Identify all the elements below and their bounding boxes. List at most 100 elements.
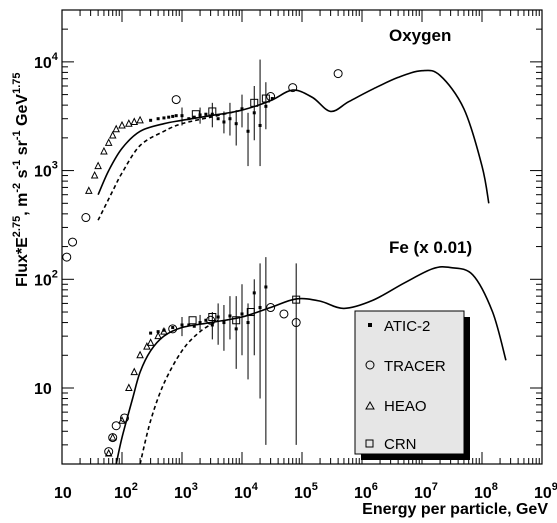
point-crn — [232, 316, 241, 325]
point-atic-2 — [204, 112, 208, 116]
point-atic-2 — [162, 328, 166, 332]
point-crn — [246, 308, 255, 317]
point-heao — [136, 350, 144, 359]
point-heao — [104, 138, 113, 146]
point-atic-2 — [252, 291, 256, 295]
point-atic-2 — [234, 327, 238, 331]
point-atic-2 — [171, 326, 175, 330]
point-atic-2 — [240, 107, 244, 111]
legend-label-crn: CRN — [384, 436, 417, 453]
point-atic-2 — [174, 114, 178, 118]
point-heao — [130, 117, 139, 125]
point-heao — [146, 338, 155, 346]
point-crn — [208, 312, 217, 321]
point-atic-2 — [258, 306, 262, 310]
x-tick-label: 107 — [414, 481, 438, 502]
point-tracer — [62, 252, 72, 262]
point-crn — [292, 295, 301, 304]
point-tracer — [266, 92, 276, 102]
x-tick-label: 104 — [234, 481, 259, 502]
point-heao — [94, 161, 102, 170]
point-atic-2 — [264, 285, 268, 289]
y-tick-label: 10 — [34, 381, 52, 398]
y-axis-title: Flux*E2.75, m-2 s-1 sr-1 GeV1.75 — [11, 73, 31, 288]
point-atic-2 — [246, 129, 250, 133]
legend-label-heao: HEAO — [384, 398, 427, 415]
point-crn — [191, 110, 200, 119]
x-axis-title: Energy per particle, GeV — [362, 501, 548, 518]
annotation-oxygen: Oxygen — [389, 26, 451, 45]
x-tick-label: 108 — [474, 481, 498, 502]
y-tick-label: 104 — [34, 51, 59, 72]
point-tracer — [168, 324, 178, 334]
curve-oxygen-solid — [97, 69, 490, 204]
x-tick-label: 105 — [294, 481, 318, 502]
legend-label-tracer: TRACER — [384, 358, 446, 375]
point-atic-2 — [228, 314, 232, 318]
curve-fe-dashed — [139, 319, 219, 465]
point-heao — [118, 416, 126, 424]
y-tick-label: 103 — [34, 160, 58, 181]
x-tick-label: 109 — [534, 481, 557, 502]
point-tracer — [288, 83, 298, 93]
point-atic-2 — [180, 323, 184, 327]
point-crn — [261, 94, 270, 103]
point-atic-2 — [192, 115, 196, 119]
point-atic-2 — [192, 324, 196, 328]
point-atic-2 — [222, 120, 226, 124]
point-atic-2 — [180, 114, 184, 118]
point-heao — [90, 170, 99, 179]
legend-marker-tracer — [365, 360, 375, 370]
point-heao — [108, 130, 117, 139]
point-tracer — [68, 237, 78, 247]
point-atic-2 — [228, 117, 232, 121]
point-atic-2 — [171, 114, 175, 118]
point-atic-2 — [222, 321, 226, 325]
point-heao — [112, 124, 120, 133]
point-atic-2 — [210, 323, 214, 327]
point-atic-2 — [252, 111, 256, 115]
point-tracer — [111, 421, 121, 431]
x-tick-label: 102 — [114, 481, 138, 502]
point-atic-2 — [187, 323, 191, 327]
x-tick-label: 10 — [54, 485, 72, 502]
point-atic-2 — [167, 115, 171, 119]
point-tracer — [333, 69, 343, 79]
x-tick-label: 106 — [354, 481, 378, 502]
axis-ticks: 10 102 103 104 105 106 107 108 109 10 102 103 104 — [34, 9, 557, 502]
legend-marker-heao — [365, 400, 375, 410]
point-atic-2 — [264, 104, 268, 108]
point-atic-2 — [216, 315, 220, 319]
legend: ATIC-2 TRACER HEAO CRN — [354, 310, 470, 460]
point-tracer — [171, 95, 181, 105]
legend-marker-crn — [365, 439, 374, 448]
point-heao — [125, 383, 133, 392]
point-tracer — [81, 213, 91, 223]
data-markers — [62, 69, 343, 457]
point-atic-2 — [149, 118, 153, 122]
point-heao — [160, 327, 168, 335]
point-tracer — [279, 309, 289, 319]
point-heao — [154, 331, 162, 340]
point-crn — [250, 98, 259, 107]
curve-fe-solid — [115, 266, 507, 465]
point-atic-2 — [162, 116, 166, 120]
point-atic-2 — [198, 113, 202, 117]
point-atic-2 — [270, 97, 274, 101]
x-tick-label: 103 — [174, 481, 198, 502]
point-crn — [188, 316, 197, 325]
point-crn — [208, 107, 217, 116]
point-atic-2 — [149, 331, 153, 335]
legend-box — [354, 310, 465, 455]
point-heao — [118, 120, 126, 129]
point-heao — [108, 432, 117, 441]
point-atic-2 — [246, 321, 250, 325]
point-tracer — [266, 303, 276, 313]
point-heao — [136, 115, 144, 124]
point-atic-2 — [187, 117, 191, 121]
point-heao — [85, 186, 93, 194]
point-atic-2 — [198, 321, 202, 325]
point-heao — [125, 119, 133, 127]
point-atic-2 — [156, 117, 160, 121]
